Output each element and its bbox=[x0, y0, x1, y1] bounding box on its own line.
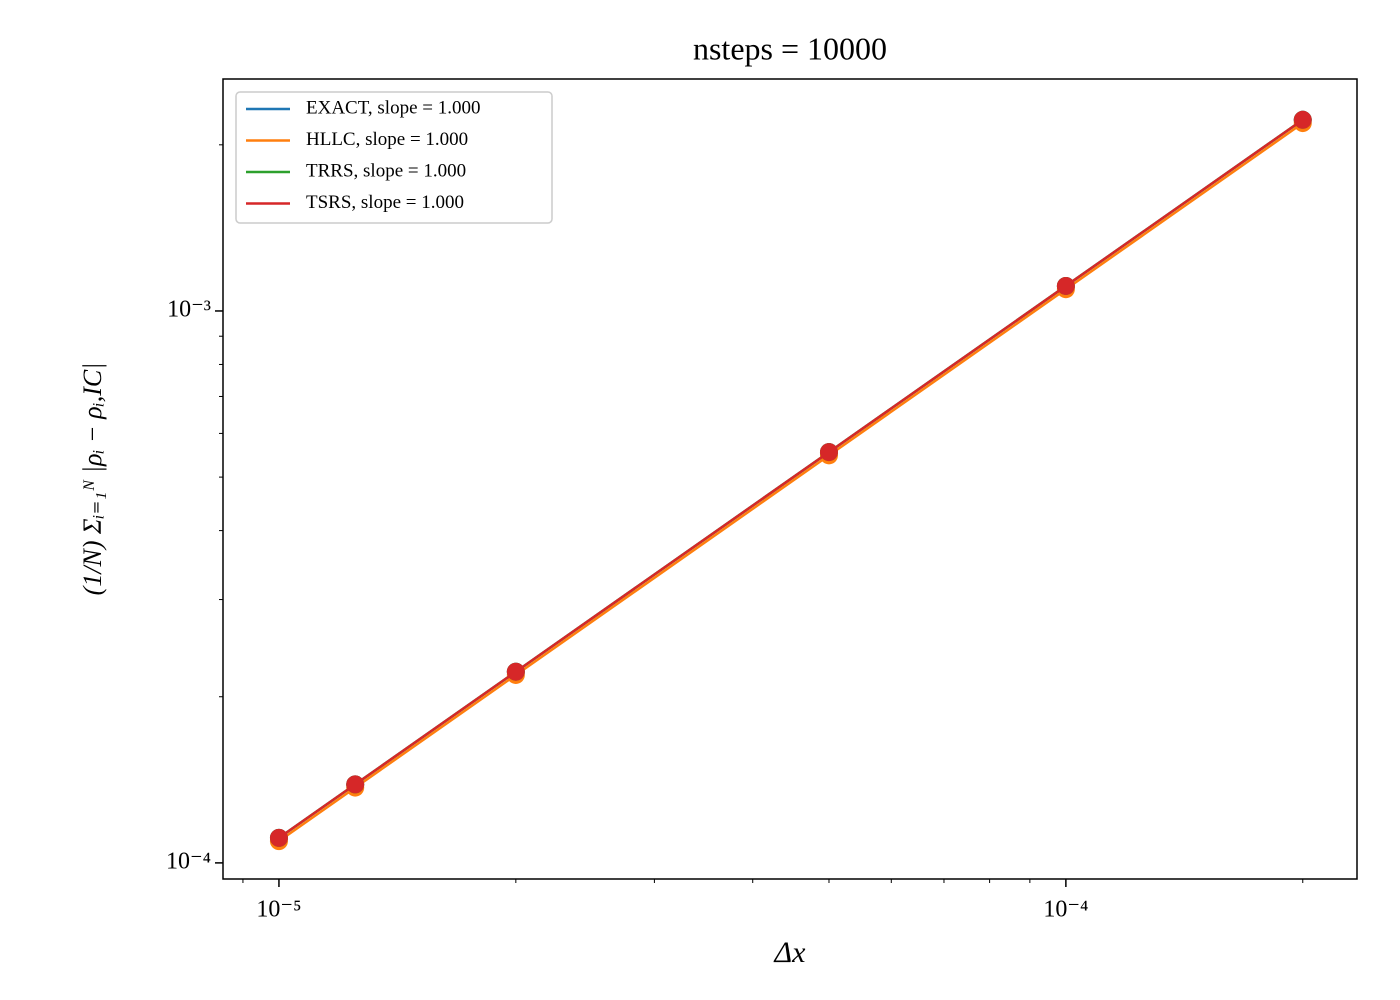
y-axis-label: (1/N) Σᵢ₌₁ᴺ |ρᵢ − ρᵢ,IC| bbox=[78, 363, 107, 596]
plot-frame bbox=[222, 78, 1358, 880]
chart-title: nsteps = 10000 bbox=[693, 30, 887, 66]
series-line bbox=[278, 122, 1304, 843]
series-line bbox=[278, 118, 1304, 839]
data-point bbox=[346, 775, 365, 794]
data-point bbox=[269, 828, 288, 847]
legend-label: HLLC, slope = 1.000 bbox=[306, 129, 468, 150]
data-point bbox=[1056, 276, 1075, 295]
legend-label: EXACT, slope = 1.000 bbox=[306, 97, 481, 118]
y-tick-label: 10⁻⁴ bbox=[166, 848, 211, 874]
legend-label: TRRS, slope = 1.000 bbox=[306, 160, 466, 181]
x-tick-label: 10⁻⁴ bbox=[1043, 897, 1088, 923]
data-point bbox=[819, 443, 838, 462]
data-point bbox=[1293, 110, 1312, 129]
data-point bbox=[506, 662, 525, 681]
legend-box bbox=[235, 91, 553, 224]
x-tick-label: 10⁻⁵ bbox=[256, 897, 301, 923]
x-axis-label: Δx bbox=[774, 936, 807, 969]
y-tick-label: 10⁻³ bbox=[167, 296, 211, 322]
legend-label: TSRS, slope = 1.000 bbox=[306, 192, 464, 213]
